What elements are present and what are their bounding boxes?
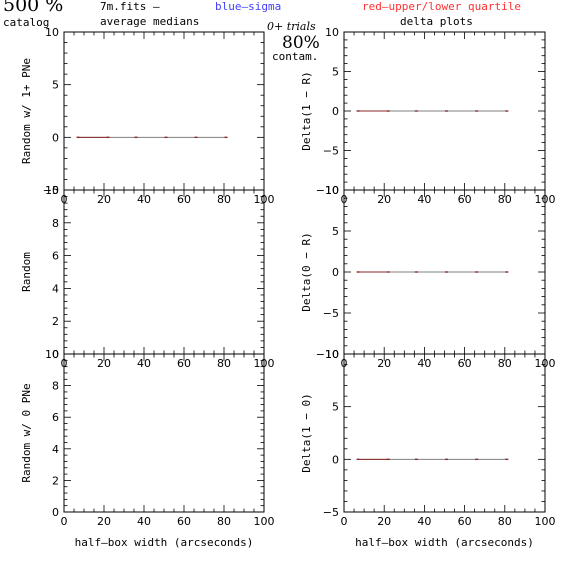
x-tick-label: 60 <box>177 515 191 528</box>
y-axis-label: Delta(0 − R) <box>300 232 313 311</box>
x-tick-label: 20 <box>97 515 111 528</box>
x-tick-label: 40 <box>137 193 151 206</box>
x-axis-label: half–box width (arcseconds) <box>75 536 254 549</box>
y-tick-label: 2 <box>52 315 59 328</box>
y-tick-label: 10 <box>325 184 339 197</box>
y-tick-label: 0 <box>52 348 59 361</box>
x-tick-label: 40 <box>137 357 151 370</box>
x-tick-label: 40 <box>417 193 431 206</box>
y-axis-label: Delta(1 − R) <box>300 71 313 150</box>
y-tick-label: 0 <box>332 105 339 118</box>
y-tick-label: 10 <box>325 26 339 39</box>
file-label: 7m.fits – <box>100 0 160 13</box>
x-tick-label: 80 <box>498 357 512 370</box>
blue-legend: blue–sigma <box>215 0 282 13</box>
y-tick-label: 5 <box>332 401 339 414</box>
x-axis-label: half–box width (arcseconds) <box>355 536 534 549</box>
y-tick-label: 0 <box>332 453 339 466</box>
y-tick-label: 6 <box>52 411 59 424</box>
y-axis-label: Random w/ 0 PNe <box>20 383 33 482</box>
plot-frame <box>63 189 265 355</box>
y-tick-label: 4 <box>52 282 59 295</box>
x-tick-label: 60 <box>177 357 191 370</box>
y-tick-label: 0 <box>52 131 59 144</box>
x-tick-label: 80 <box>217 357 231 370</box>
y-tick-label: −5 <box>323 307 339 320</box>
y-tick-label: 10 <box>45 184 59 197</box>
contam-label: contam. <box>272 50 319 63</box>
y-tick-label: 6 <box>52 250 59 263</box>
x-tick-label: 20 <box>377 193 391 206</box>
plot-frame <box>343 353 546 513</box>
y-tick-label: 5 <box>332 66 339 79</box>
y-tick-label: 4 <box>52 443 59 456</box>
red-legend: red–upper/lower quartile <box>362 0 521 13</box>
x-tick-label: 20 <box>377 357 391 370</box>
x-tick-label: 40 <box>417 357 431 370</box>
x-tick-label: 100 <box>535 515 556 528</box>
y-axis-label: Delta(1 − 0) <box>300 393 313 472</box>
y-tick-label: 5 <box>52 79 59 92</box>
y-tick-label: 0 <box>332 266 339 279</box>
y-tick-label: 0 <box>52 506 59 519</box>
x-tick-label: 20 <box>97 193 111 206</box>
count-label: 500 % <box>3 0 64 16</box>
x-tick-label: 40 <box>137 515 151 528</box>
x-tick-label: 20 <box>97 357 111 370</box>
x-tick-label: 80 <box>217 515 231 528</box>
x-tick-label: 80 <box>217 193 231 206</box>
x-tick-label: 20 <box>377 515 391 528</box>
x-tick-label: 40 <box>417 515 431 528</box>
x-tick-label: 60 <box>458 515 472 528</box>
y-tick-label: 10 <box>325 348 339 361</box>
y-tick-label: 10 <box>45 348 59 361</box>
y-tick-label: −5 <box>43 184 59 197</box>
trials-label: 0+ trials <box>267 20 316 33</box>
contam-percent: 80% <box>282 33 320 53</box>
delta-plots-title: delta plots <box>400 15 473 28</box>
plot-frame <box>63 353 265 513</box>
panel-5: 0 20 40 60 80 100 0 2 4 6 8 10 Random w/ 0 PNe half–b… <box>20 348 275 549</box>
x-tick-label: 0 <box>341 515 348 528</box>
y-axis-label: Random <box>20 252 33 292</box>
y-tick-label: 5 <box>332 225 339 238</box>
average-medians-label: average medians <box>100 15 200 28</box>
x-tick-label: 0 <box>61 515 68 528</box>
y-tick-label: 8 <box>52 217 59 230</box>
y-tick-label: −5 <box>323 145 339 158</box>
y-tick-label: −5 <box>323 506 339 519</box>
y-tick-label: −10 <box>316 184 339 197</box>
x-tick-label: 80 <box>498 515 512 528</box>
y-tick-label: 10 <box>45 26 59 39</box>
y-axis-label: Random w/ 1+ PNe <box>20 58 33 164</box>
plot-frame <box>63 31 265 191</box>
x-tick-label: 60 <box>458 357 472 370</box>
y-tick-label: 2 <box>52 474 59 487</box>
x-tick-label: 60 <box>458 193 472 206</box>
x-tick-label: 60 <box>177 193 191 206</box>
y-tick-label: 8 <box>52 380 59 393</box>
y-tick-label: −10 <box>316 348 339 361</box>
catalog-label: catalog <box>3 16 50 29</box>
x-tick-label: 80 <box>498 193 512 206</box>
x-tick-label: 100 <box>254 515 275 528</box>
